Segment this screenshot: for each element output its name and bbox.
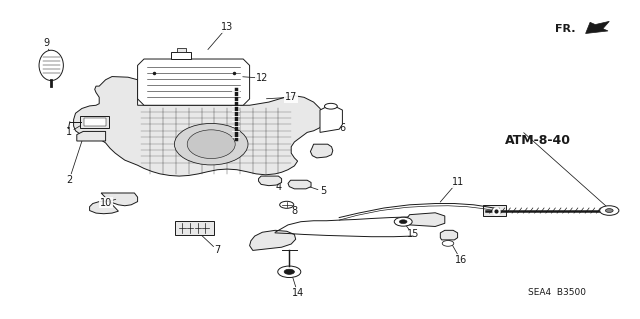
Text: 6: 6 — [339, 122, 346, 133]
Polygon shape — [586, 21, 609, 33]
FancyBboxPatch shape — [84, 118, 106, 126]
Polygon shape — [90, 193, 138, 214]
Circle shape — [284, 269, 294, 274]
Text: 8: 8 — [291, 205, 298, 216]
Text: 14: 14 — [291, 288, 304, 298]
Polygon shape — [250, 230, 296, 250]
Text: SEA4  B3500: SEA4 B3500 — [528, 288, 586, 297]
Circle shape — [600, 206, 619, 215]
Circle shape — [399, 220, 407, 224]
Text: 5: 5 — [320, 186, 326, 197]
Text: 7: 7 — [214, 245, 221, 256]
Text: 15: 15 — [406, 229, 419, 240]
Text: FR.: FR. — [556, 24, 576, 34]
Text: 1: 1 — [66, 127, 72, 137]
FancyBboxPatch shape — [172, 52, 191, 59]
Text: 3: 3 — [323, 148, 330, 158]
Ellipse shape — [324, 103, 337, 109]
Text: 13: 13 — [221, 22, 234, 32]
Ellipse shape — [174, 123, 248, 165]
FancyBboxPatch shape — [80, 116, 109, 128]
Text: 2: 2 — [66, 175, 72, 185]
Text: 9: 9 — [43, 38, 49, 48]
FancyBboxPatch shape — [177, 48, 186, 52]
Polygon shape — [320, 107, 342, 132]
Text: 16: 16 — [454, 255, 467, 265]
Polygon shape — [138, 59, 250, 105]
Text: 11: 11 — [451, 177, 464, 187]
Circle shape — [442, 241, 454, 246]
Polygon shape — [310, 144, 333, 158]
Circle shape — [278, 266, 301, 278]
Polygon shape — [483, 205, 506, 216]
Polygon shape — [440, 230, 458, 240]
FancyBboxPatch shape — [175, 221, 214, 235]
Polygon shape — [77, 131, 106, 141]
Text: 10: 10 — [99, 197, 112, 208]
Circle shape — [605, 209, 613, 212]
Polygon shape — [259, 176, 282, 186]
Text: ATM-8-40: ATM-8-40 — [504, 134, 571, 147]
Text: 4: 4 — [275, 182, 282, 192]
Polygon shape — [288, 180, 311, 189]
Circle shape — [280, 201, 294, 208]
Text: 12: 12 — [256, 73, 269, 83]
Polygon shape — [74, 77, 323, 176]
Text: 17: 17 — [285, 92, 298, 102]
Polygon shape — [406, 213, 445, 226]
Ellipse shape — [39, 50, 63, 80]
Circle shape — [394, 217, 412, 226]
Ellipse shape — [188, 130, 236, 159]
